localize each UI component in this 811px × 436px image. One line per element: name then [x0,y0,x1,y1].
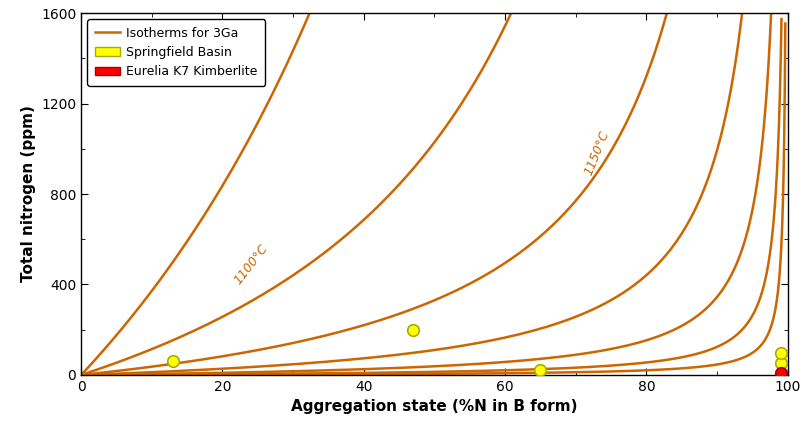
Point [773,350,786,357]
Text: 1100°C: 1100°C [231,242,270,286]
Text: 1150°C: 1150°C [581,129,611,177]
Point [534,367,547,374]
Legend: Isotherms for 3Ga, Springfield Basin, Eurelia K7 Kimberlite: Isotherms for 3Ga, Springfield Basin, Eu… [88,19,264,86]
Point [773,359,786,366]
Point [773,369,786,376]
Point [166,358,179,365]
X-axis label: Aggregation state (%N in B form): Aggregation state (%N in B form) [291,399,577,414]
Y-axis label: Total nitrogen (ppm): Total nitrogen (ppm) [20,106,36,283]
Point [406,326,419,333]
